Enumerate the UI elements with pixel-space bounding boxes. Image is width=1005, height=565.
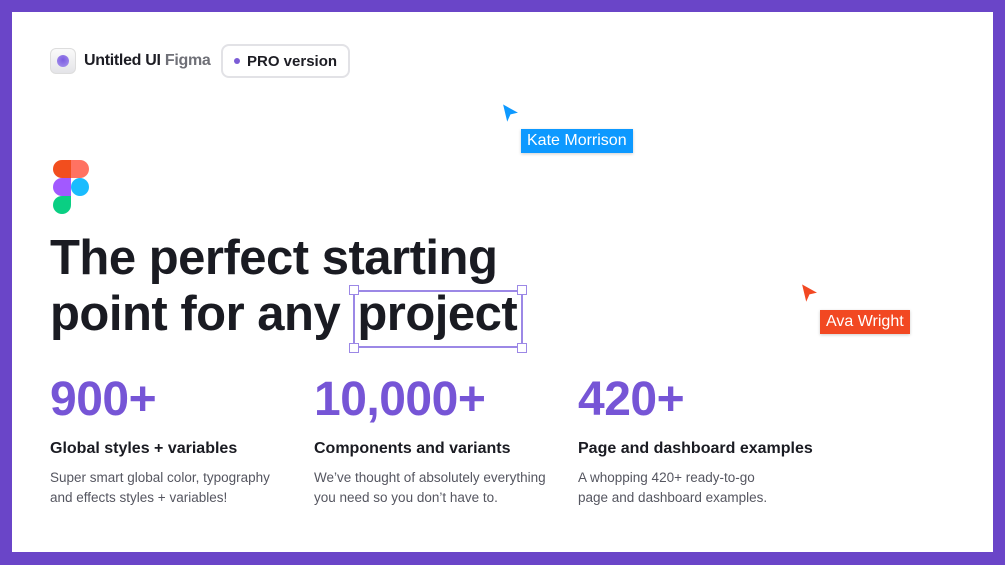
selection-handle[interactable] [517, 343, 528, 353]
stat-title: Page and dashboard examples [578, 440, 813, 457]
selection-handle[interactable] [517, 285, 528, 295]
brand-name: Untitled UI [84, 52, 161, 69]
stat-description: Super smart global color, typography and … [50, 470, 270, 505]
canvas-frame: Untitled UI Figma PRO version The perfec… [12, 12, 993, 552]
stat-title: Global styles + variables [50, 440, 238, 457]
selection-handle[interactable] [349, 343, 360, 353]
stat-value: 420+ [578, 373, 685, 426]
stat-value: 900+ [50, 373, 157, 426]
selection-handle[interactable] [349, 285, 360, 295]
stat-title: Components and variants [314, 440, 511, 457]
figma-logo-icon [53, 160, 89, 214]
stat-components: 10,000+ Components and variants We’ve th… [314, 374, 574, 508]
badge-label: PRO version [247, 52, 338, 70]
brand: Untitled UI Figma [50, 48, 211, 74]
cursor-label-ava: Ava Wright [820, 310, 910, 334]
cursor-label-kate: Kate Morrison [521, 129, 633, 153]
selection-box [353, 290, 524, 348]
pro-version-badge[interactable]: PRO version [221, 44, 351, 78]
untitled-ui-logo-icon [50, 48, 76, 74]
stat-pages: 420+ Page and dashboard examples A whopp… [578, 374, 838, 508]
cursor-arrow-icon [799, 281, 822, 307]
stat-global-styles: 900+ Global styles + variables Super sma… [50, 374, 310, 508]
selected-text-project[interactable]: project [349, 285, 528, 353]
hero-line-2: point for any [50, 287, 341, 341]
hero-line-1: The perfect starting [50, 231, 498, 285]
stat-value: 10,000+ [314, 373, 486, 426]
stat-description: We’ve thought of absolutely everything yo… [314, 470, 546, 505]
brand-suffix: Figma [164, 52, 211, 69]
dot-icon [234, 58, 240, 64]
stat-description: A whopping 420+ ready-to-go page and dash… [578, 470, 768, 505]
cursor-arrow-icon [500, 101, 523, 127]
hero-heading: The perfect starting point for any proje… [50, 230, 528, 353]
